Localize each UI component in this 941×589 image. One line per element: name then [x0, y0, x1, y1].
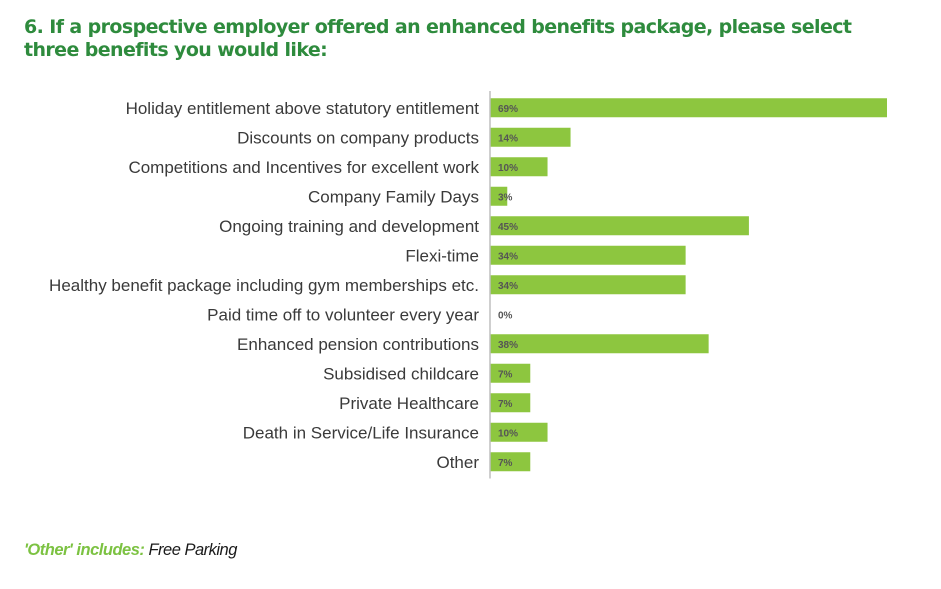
category-label-enhanced-pension-contributions: Enhanced pension contributions — [237, 335, 479, 354]
value-label-subsidised-childcare: 7% — [498, 369, 513, 380]
category-label-company-family-days: Company Family Days — [308, 187, 479, 206]
category-label-other: Other — [436, 453, 479, 472]
question-heading: 6. If a prospective employer offered an … — [24, 16, 852, 61]
value-label-death-in-service-life-insurance: 10% — [498, 428, 518, 439]
value-label-competitions-and-incentives-for-excellent-work: 10% — [498, 163, 518, 174]
bar-flexi-time — [490, 245, 686, 265]
value-label-discounts-on-company-products: 14% — [498, 133, 518, 144]
bar-other — [490, 452, 531, 472]
category-label-subsidised-childcare: Subsidised childcare — [323, 364, 479, 383]
bar-ongoing-training-and-development — [490, 216, 749, 236]
value-label-holiday-entitlement-above-statutory-entitlement: 69% — [498, 104, 518, 115]
value-label-private-healthcare: 7% — [498, 399, 513, 410]
bar-company-family-days — [490, 186, 508, 206]
bar-subsidised-childcare — [490, 363, 531, 383]
bar-discounts-on-company-products — [490, 127, 571, 147]
category-label-private-healthcare: Private Healthcare — [339, 394, 479, 413]
value-label-company-family-days: 3% — [498, 192, 513, 203]
category-label-ongoing-training-and-development: Ongoing training and development — [219, 217, 479, 236]
category-label-competitions-and-incentives-for-excellent-work: Competitions and Incentives for excellen… — [128, 158, 479, 177]
value-label-healthy-benefit-package-including-gym-memberships-etc: 34% — [498, 281, 518, 292]
value-label-paid-time-off-to-volunteer-every-year: 0% — [498, 310, 513, 321]
value-label-ongoing-training-and-development: 45% — [498, 222, 518, 233]
other-footnote: 'Other' includes: Free Parking — [24, 541, 237, 560]
value-label-other: 7% — [498, 458, 513, 469]
bar-death-in-service-life-insurance — [490, 422, 548, 442]
category-label-paid-time-off-to-volunteer-every-year: Paid time off to volunteer every year — [207, 305, 479, 324]
bar-healthy-benefit-package-including-gym-memberships-etc — [490, 275, 686, 295]
footnote-value: Free Parking — [144, 541, 237, 559]
category-label-flexi-time: Flexi-time — [405, 246, 479, 265]
category-label-healthy-benefit-package-including-gym-memberships-etc: Healthy benefit package including gym me… — [49, 276, 479, 295]
value-label-enhanced-pension-contributions: 38% — [498, 340, 518, 351]
bar-enhanced-pension-contributions — [490, 334, 709, 354]
category-label-discounts-on-company-products: Discounts on company products — [237, 128, 479, 147]
category-label-holiday-entitlement-above-statutory-entitlement: Holiday entitlement above statutory enti… — [126, 99, 480, 118]
value-label-flexi-time: 34% — [498, 251, 518, 262]
bar-holiday-entitlement-above-statutory-entitlement — [490, 98, 887, 118]
category-label-death-in-service-life-insurance: Death in Service/Life Insurance — [243, 423, 479, 442]
bar-private-healthcare — [490, 393, 531, 413]
bar-competitions-and-incentives-for-excellent-work — [490, 157, 548, 177]
footnote-label: 'Other' includes: — [24, 541, 145, 559]
